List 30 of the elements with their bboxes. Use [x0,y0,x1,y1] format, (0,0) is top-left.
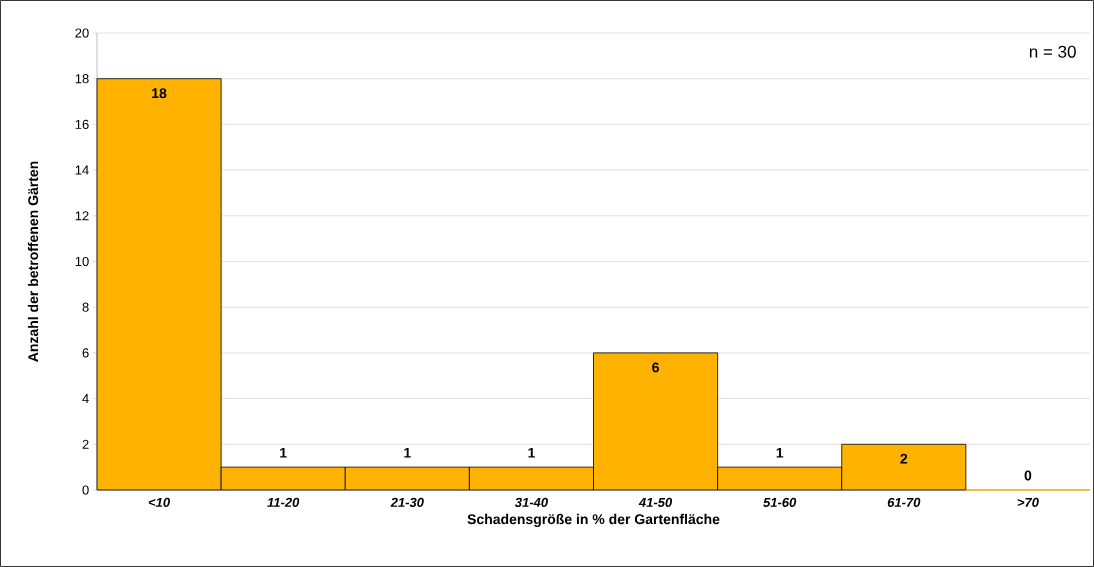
x-tick-label: 21-30 [390,497,424,507]
data-label: 2 [900,453,908,464]
y-tick-label: 20 [75,28,89,38]
y-axis-title: Anzahl der betroffenen Gärten [27,161,39,362]
x-tick-label: 41-50 [638,497,673,507]
data-label: 1 [280,447,287,458]
y-tick-label: 0 [82,485,89,495]
x-axis-title: Schadensgröße in % der Gartenfläche [467,513,720,527]
y-tick-label: 2 [82,439,89,449]
y-tick-label: 10 [75,256,89,267]
y-tick-label: 8 [82,302,89,312]
annotation: n = 30 [1029,45,1076,58]
data-label: 1 [528,447,535,458]
data-label: 6 [652,362,659,373]
data-label: 1 [404,447,411,458]
x-tick-label: 11-20 [267,497,300,507]
y-tick-label: 6 [82,348,89,358]
x-tick-label: <10 [148,497,170,507]
data-label: 0 [1024,470,1032,481]
data-label: 18 [152,88,167,99]
y-tick-label: 18 [75,74,89,84]
x-tick-label: 61-70 [887,497,921,507]
y-tick-label: 16 [75,119,89,129]
x-tick-label: >70 [1017,497,1039,507]
y-tick-label: 12 [75,211,89,221]
x-tick-label: 31-40 [514,497,548,507]
y-tick-label: 14 [75,165,89,175]
data-label: 1 [776,447,784,458]
y-tick-label: 4 [82,394,89,404]
x-tick-label: 51-60 [763,497,797,507]
